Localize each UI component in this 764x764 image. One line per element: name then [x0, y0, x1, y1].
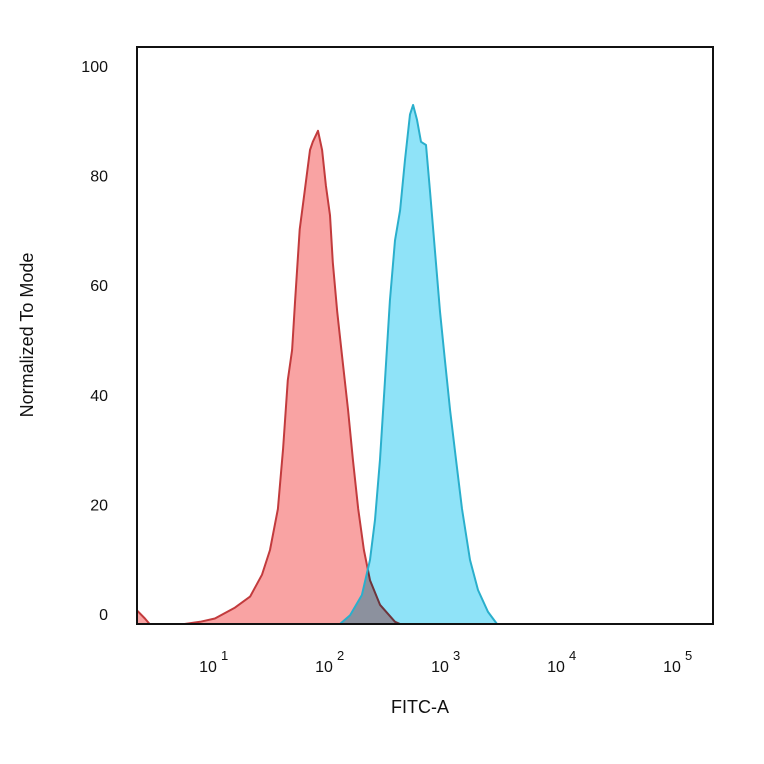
y-tick-label: 60 — [90, 278, 108, 295]
x-tick-label: 10 — [315, 659, 333, 676]
x-tick-exponent: 4 — [569, 648, 576, 663]
series-2-area — [340, 105, 497, 624]
y-tick-label: 0 — [99, 607, 108, 624]
series-layer — [136, 104, 498, 625]
y-tick-labels: 0 20 40 60 80 100 — [81, 59, 108, 624]
x-tick-label: 10 — [431, 659, 449, 676]
x-tick-exponent: 5 — [685, 648, 692, 663]
y-tick-label: 100 — [81, 59, 108, 76]
x-tick-exponent: 2 — [337, 648, 344, 663]
y-tick-label: 80 — [90, 169, 108, 186]
x-tick-label: 10 — [663, 659, 681, 676]
plot-frame — [136, 46, 714, 625]
x-axis-label: FITC-A — [391, 697, 449, 717]
x-tick-exponent: 1 — [221, 648, 228, 663]
x-tick-label: 10 — [199, 659, 217, 676]
x-tick-label: 10 — [547, 659, 565, 676]
x-tick-labels: 10 1 10 2 10 3 10 4 10 5 — [199, 648, 692, 676]
y-tick-label: 20 — [90, 497, 108, 514]
series-1-area — [136, 130, 401, 625]
y-tick-label: 40 — [90, 388, 108, 405]
x-tick-exponent: 3 — [453, 648, 460, 663]
series-2-line — [339, 104, 498, 625]
y-axis-label: Normalized To Mode — [17, 253, 37, 418]
series-1-line — [136, 129, 401, 625]
